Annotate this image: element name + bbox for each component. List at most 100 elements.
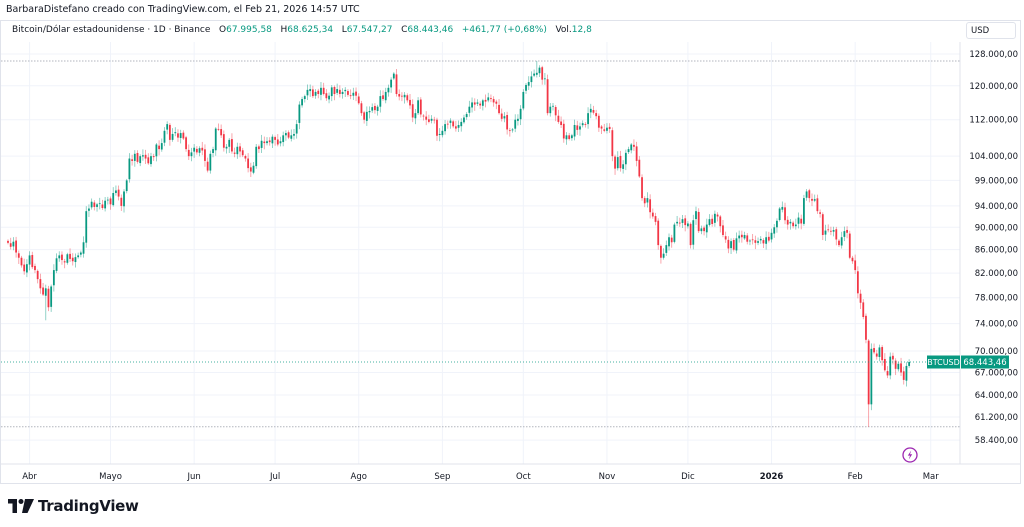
candle-body — [177, 133, 179, 138]
candle-body — [533, 73, 536, 76]
candle-body — [55, 258, 58, 271]
candle — [390, 77, 393, 93]
candle-body — [846, 229, 848, 233]
candle — [171, 128, 174, 142]
candle — [654, 212, 657, 226]
candle — [835, 226, 838, 246]
candle — [676, 215, 679, 227]
candle-body — [325, 93, 328, 99]
candle — [195, 146, 198, 155]
candle-body — [79, 252, 82, 255]
candle-body — [427, 119, 430, 122]
candle-body — [336, 89, 339, 93]
candle-body — [241, 150, 244, 156]
candle — [530, 71, 533, 88]
time-tick-label: Abr — [22, 472, 37, 482]
candle-body — [705, 224, 708, 233]
candle — [101, 199, 104, 210]
candle — [705, 218, 708, 238]
candle — [142, 149, 144, 161]
candle-body — [88, 208, 90, 211]
candle — [695, 206, 697, 225]
candle-body — [252, 165, 255, 173]
candle — [517, 114, 519, 126]
candle — [61, 251, 63, 265]
candle-body — [90, 201, 93, 208]
candle — [738, 230, 741, 243]
currency-button[interactable]: USD — [966, 22, 1016, 39]
candle-body — [746, 235, 749, 242]
candle — [417, 97, 419, 116]
candle — [241, 147, 244, 158]
candle-body — [155, 144, 158, 157]
candle — [616, 151, 619, 171]
candle — [309, 84, 312, 97]
candle-body — [654, 216, 657, 222]
symbol-legend: Bitcoin/Dólar estadounidense · 1D · Bina… — [12, 25, 592, 35]
symbol-title[interactable]: Bitcoin/Dólar estadounidense · 1D · Bina… — [12, 25, 211, 35]
candle-body — [187, 149, 190, 157]
candle — [463, 114, 465, 124]
volume-label: Vol. — [555, 25, 572, 35]
candle — [792, 220, 795, 229]
candle-body — [530, 76, 533, 83]
candle-body — [597, 115, 600, 128]
candle-body — [263, 141, 266, 144]
candle — [419, 97, 422, 118]
tradingview-logo[interactable]: TradingView — [8, 497, 139, 515]
candle-body — [293, 133, 295, 136]
candle — [357, 93, 360, 105]
candle — [846, 226, 848, 239]
candle-body — [862, 302, 865, 317]
candle-body — [468, 106, 471, 113]
candle-body — [843, 231, 846, 237]
candle — [55, 253, 58, 274]
candle — [39, 273, 42, 294]
candle-body — [352, 92, 355, 96]
candle-body — [320, 87, 322, 95]
event-lightning-icon[interactable] — [902, 447, 918, 463]
candle — [873, 343, 875, 355]
candle-body — [401, 95, 403, 97]
candle-body — [225, 146, 228, 149]
candle-body — [131, 159, 134, 161]
candle — [603, 123, 606, 133]
candle-body — [835, 229, 838, 240]
candle — [160, 138, 163, 152]
candle — [77, 252, 80, 259]
price-tick-label: 120.000,00 — [969, 82, 1018, 92]
candle-body — [287, 132, 290, 138]
candle-body — [390, 79, 393, 88]
candle-body — [816, 198, 819, 212]
candle — [185, 135, 187, 152]
price-tick-label: 61.200,00 — [975, 413, 1018, 423]
candle-body — [808, 190, 811, 199]
candle — [703, 225, 705, 236]
candle — [23, 258, 26, 275]
candles — [7, 60, 911, 427]
price-tick-label: 99.000,00 — [975, 176, 1018, 186]
candle-body — [584, 124, 587, 125]
candle — [139, 154, 142, 167]
candle-body — [433, 119, 436, 121]
candle — [484, 94, 487, 108]
candle — [15, 236, 17, 258]
candle-body — [115, 190, 117, 193]
close-value: 68.443,46 — [407, 25, 454, 35]
candle — [371, 103, 374, 113]
candle — [471, 97, 473, 113]
candle-body — [282, 135, 285, 143]
candle — [104, 197, 107, 212]
candle — [727, 236, 730, 254]
candle-body — [258, 146, 260, 150]
candle — [454, 120, 457, 132]
candle-body — [557, 115, 560, 122]
candle — [398, 89, 401, 101]
candle-body — [673, 224, 676, 242]
candle — [236, 142, 239, 159]
candle-body — [395, 74, 398, 95]
candle-body — [508, 130, 511, 132]
candle-body — [889, 356, 892, 376]
time-tick-label: Jun — [187, 472, 201, 482]
